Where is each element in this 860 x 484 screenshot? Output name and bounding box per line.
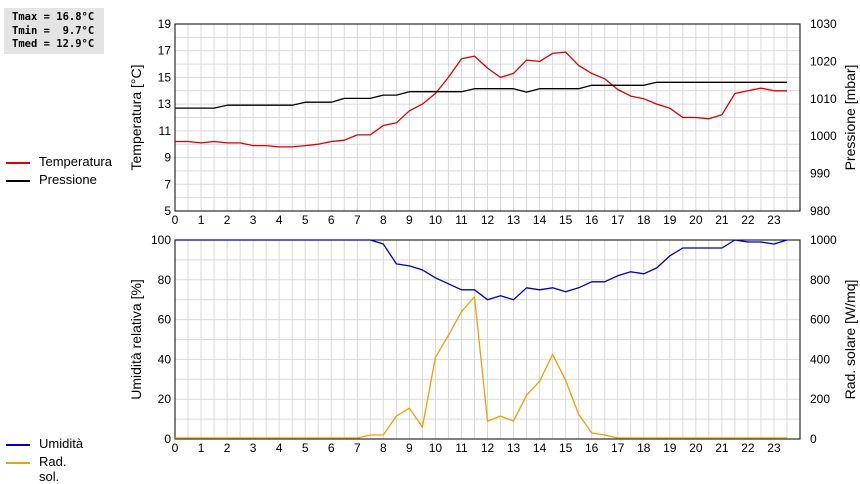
humidity-radiation-frame xyxy=(174,239,801,440)
legend-label-pressione: Pressione xyxy=(39,172,97,187)
y-left-axis-label: Umidità relativa [%] xyxy=(128,279,144,400)
series-line-pressione xyxy=(175,81,787,109)
temp-pressure-frame xyxy=(174,23,801,212)
x-tick-label: 0 xyxy=(172,213,179,227)
x-tick-label: 2 xyxy=(224,441,231,455)
x-tick-label: 16 xyxy=(585,441,599,455)
y-right-tick-label: 990 xyxy=(810,167,830,181)
x-tick-label: 14 xyxy=(533,441,547,455)
x-tick-label: 10 xyxy=(429,213,443,227)
y-left-tick-label: 0 xyxy=(164,432,171,446)
x-tick-label: 6 xyxy=(328,441,335,455)
x-tick-label: 18 xyxy=(637,441,651,455)
x-tick-label: 5 xyxy=(302,213,309,227)
x-tick-label: 13 xyxy=(507,441,521,455)
x-tick-label: 2 xyxy=(224,213,231,227)
legend-label-umidita: Umidità xyxy=(39,436,84,451)
y-right-tick-label: 1010 xyxy=(810,92,837,106)
series-line-temperatura xyxy=(175,51,787,148)
y-right-tick-label: 600 xyxy=(810,313,830,327)
y-left-tick-label: 9 xyxy=(164,151,171,165)
y-left-tick-label: 19 xyxy=(158,17,172,31)
x-tick-label: 1 xyxy=(198,441,205,455)
x-tick-label: 23 xyxy=(767,213,781,227)
x-tick-label: 13 xyxy=(507,213,521,227)
y-right-tick-label: 1020 xyxy=(810,54,837,68)
tmax-text: Tmax = 16.8°C xyxy=(12,11,95,23)
legend-label-temperatura: Temperatura xyxy=(39,154,112,169)
x-tick-label: 18 xyxy=(637,213,651,227)
x-tick-label: 19 xyxy=(663,213,677,227)
stats-box: Tmax = 16.8°C Tmin = 9.7°C Tmed = 12.9°C xyxy=(4,8,104,54)
y-left-tick-label: 5 xyxy=(164,204,171,218)
x-tick-label: 22 xyxy=(741,213,755,227)
x-tick-label: 22 xyxy=(741,441,755,455)
x-tick-label: 8 xyxy=(380,213,387,227)
legend-swatch-umidita xyxy=(6,444,30,446)
x-tick-label: 8 xyxy=(380,441,387,455)
y-right-axis-label: Pressione [mbar] xyxy=(842,65,858,171)
y-right-tick-label: 980 xyxy=(810,204,830,218)
y-right-tick-label: 1030 xyxy=(810,17,837,31)
x-tick-label: 16 xyxy=(585,213,599,227)
y-left-tick-label: 13 xyxy=(158,97,172,111)
x-tick-label: 4 xyxy=(276,441,283,455)
x-tick-label: 5 xyxy=(302,441,309,455)
x-tick-label: 7 xyxy=(354,213,361,227)
series-line-rad-sol xyxy=(175,296,787,439)
x-tick-label: 12 xyxy=(481,213,495,227)
x-tick-label: 17 xyxy=(611,441,625,455)
x-tick-label: 21 xyxy=(715,213,729,227)
x-tick-label: 10 xyxy=(429,441,443,455)
y-right-tick-label: 0 xyxy=(810,432,817,446)
x-tick-label: 20 xyxy=(689,441,703,455)
x-tick-label: 3 xyxy=(250,213,257,227)
legend-swatch-temperatura xyxy=(6,162,30,164)
x-tick-label: 15 xyxy=(559,213,573,227)
y-left-tick-label: 7 xyxy=(164,177,171,191)
y-right-tick-label: 1000 xyxy=(810,129,837,143)
y-left-tick-label: 100 xyxy=(151,233,171,247)
y-right-tick-label: 1000 xyxy=(810,233,837,247)
x-tick-label: 7 xyxy=(354,441,361,455)
y-left-tick-label: 60 xyxy=(158,313,172,327)
y-right-tick-label: 400 xyxy=(810,352,830,366)
x-tick-label: 6 xyxy=(328,213,335,227)
x-tick-label: 23 xyxy=(767,441,781,455)
x-tick-label: 19 xyxy=(663,441,677,455)
x-tick-label: 9 xyxy=(406,213,413,227)
y-left-tick-label: 80 xyxy=(158,273,172,287)
x-tick-label: 15 xyxy=(559,441,573,455)
x-tick-label: 14 xyxy=(533,213,547,227)
legend-swatch-pressione xyxy=(6,180,30,182)
x-tick-label: 12 xyxy=(481,441,495,455)
x-tick-label: 11 xyxy=(455,441,468,455)
y-left-tick-label: 17 xyxy=(158,44,172,58)
x-tick-label: 9 xyxy=(406,441,413,455)
y-left-tick-label: 40 xyxy=(158,352,172,366)
tmed-text: Tmed = 12.9°C xyxy=(12,38,95,50)
y-left-tick-label: 20 xyxy=(158,392,172,406)
y-right-tick-label: 800 xyxy=(810,273,830,287)
x-tick-label: 1 xyxy=(198,213,205,227)
x-tick-label: 4 xyxy=(276,213,283,227)
x-tick-label: 0 xyxy=(172,441,179,455)
legend-swatch-radsol xyxy=(6,462,30,464)
y-left-tick-label: 11 xyxy=(159,124,172,138)
tmin-text: Tmin = 9.7°C xyxy=(12,24,95,37)
x-tick-label: 11 xyxy=(455,213,468,227)
charts-svg: 0 1 2 3 4 5 6 7 8 9 10 11 12 13 14 15 16 17 18 19 20 21 22 2357… xyxy=(128,17,858,455)
x-tick-label: 21 xyxy=(715,441,729,455)
y-right-tick-label: 200 xyxy=(810,392,830,406)
y-left-axis-label: Temperatura [°C] xyxy=(128,65,144,171)
x-tick-label: 20 xyxy=(689,213,703,227)
series-line-umidit xyxy=(175,239,788,301)
y-left-tick-label: 15 xyxy=(158,70,172,84)
x-tick-label: 17 xyxy=(611,213,625,227)
x-tick-label: 3 xyxy=(250,441,257,455)
y-right-axis-label: Rad. solare [W/mq] xyxy=(842,280,858,400)
